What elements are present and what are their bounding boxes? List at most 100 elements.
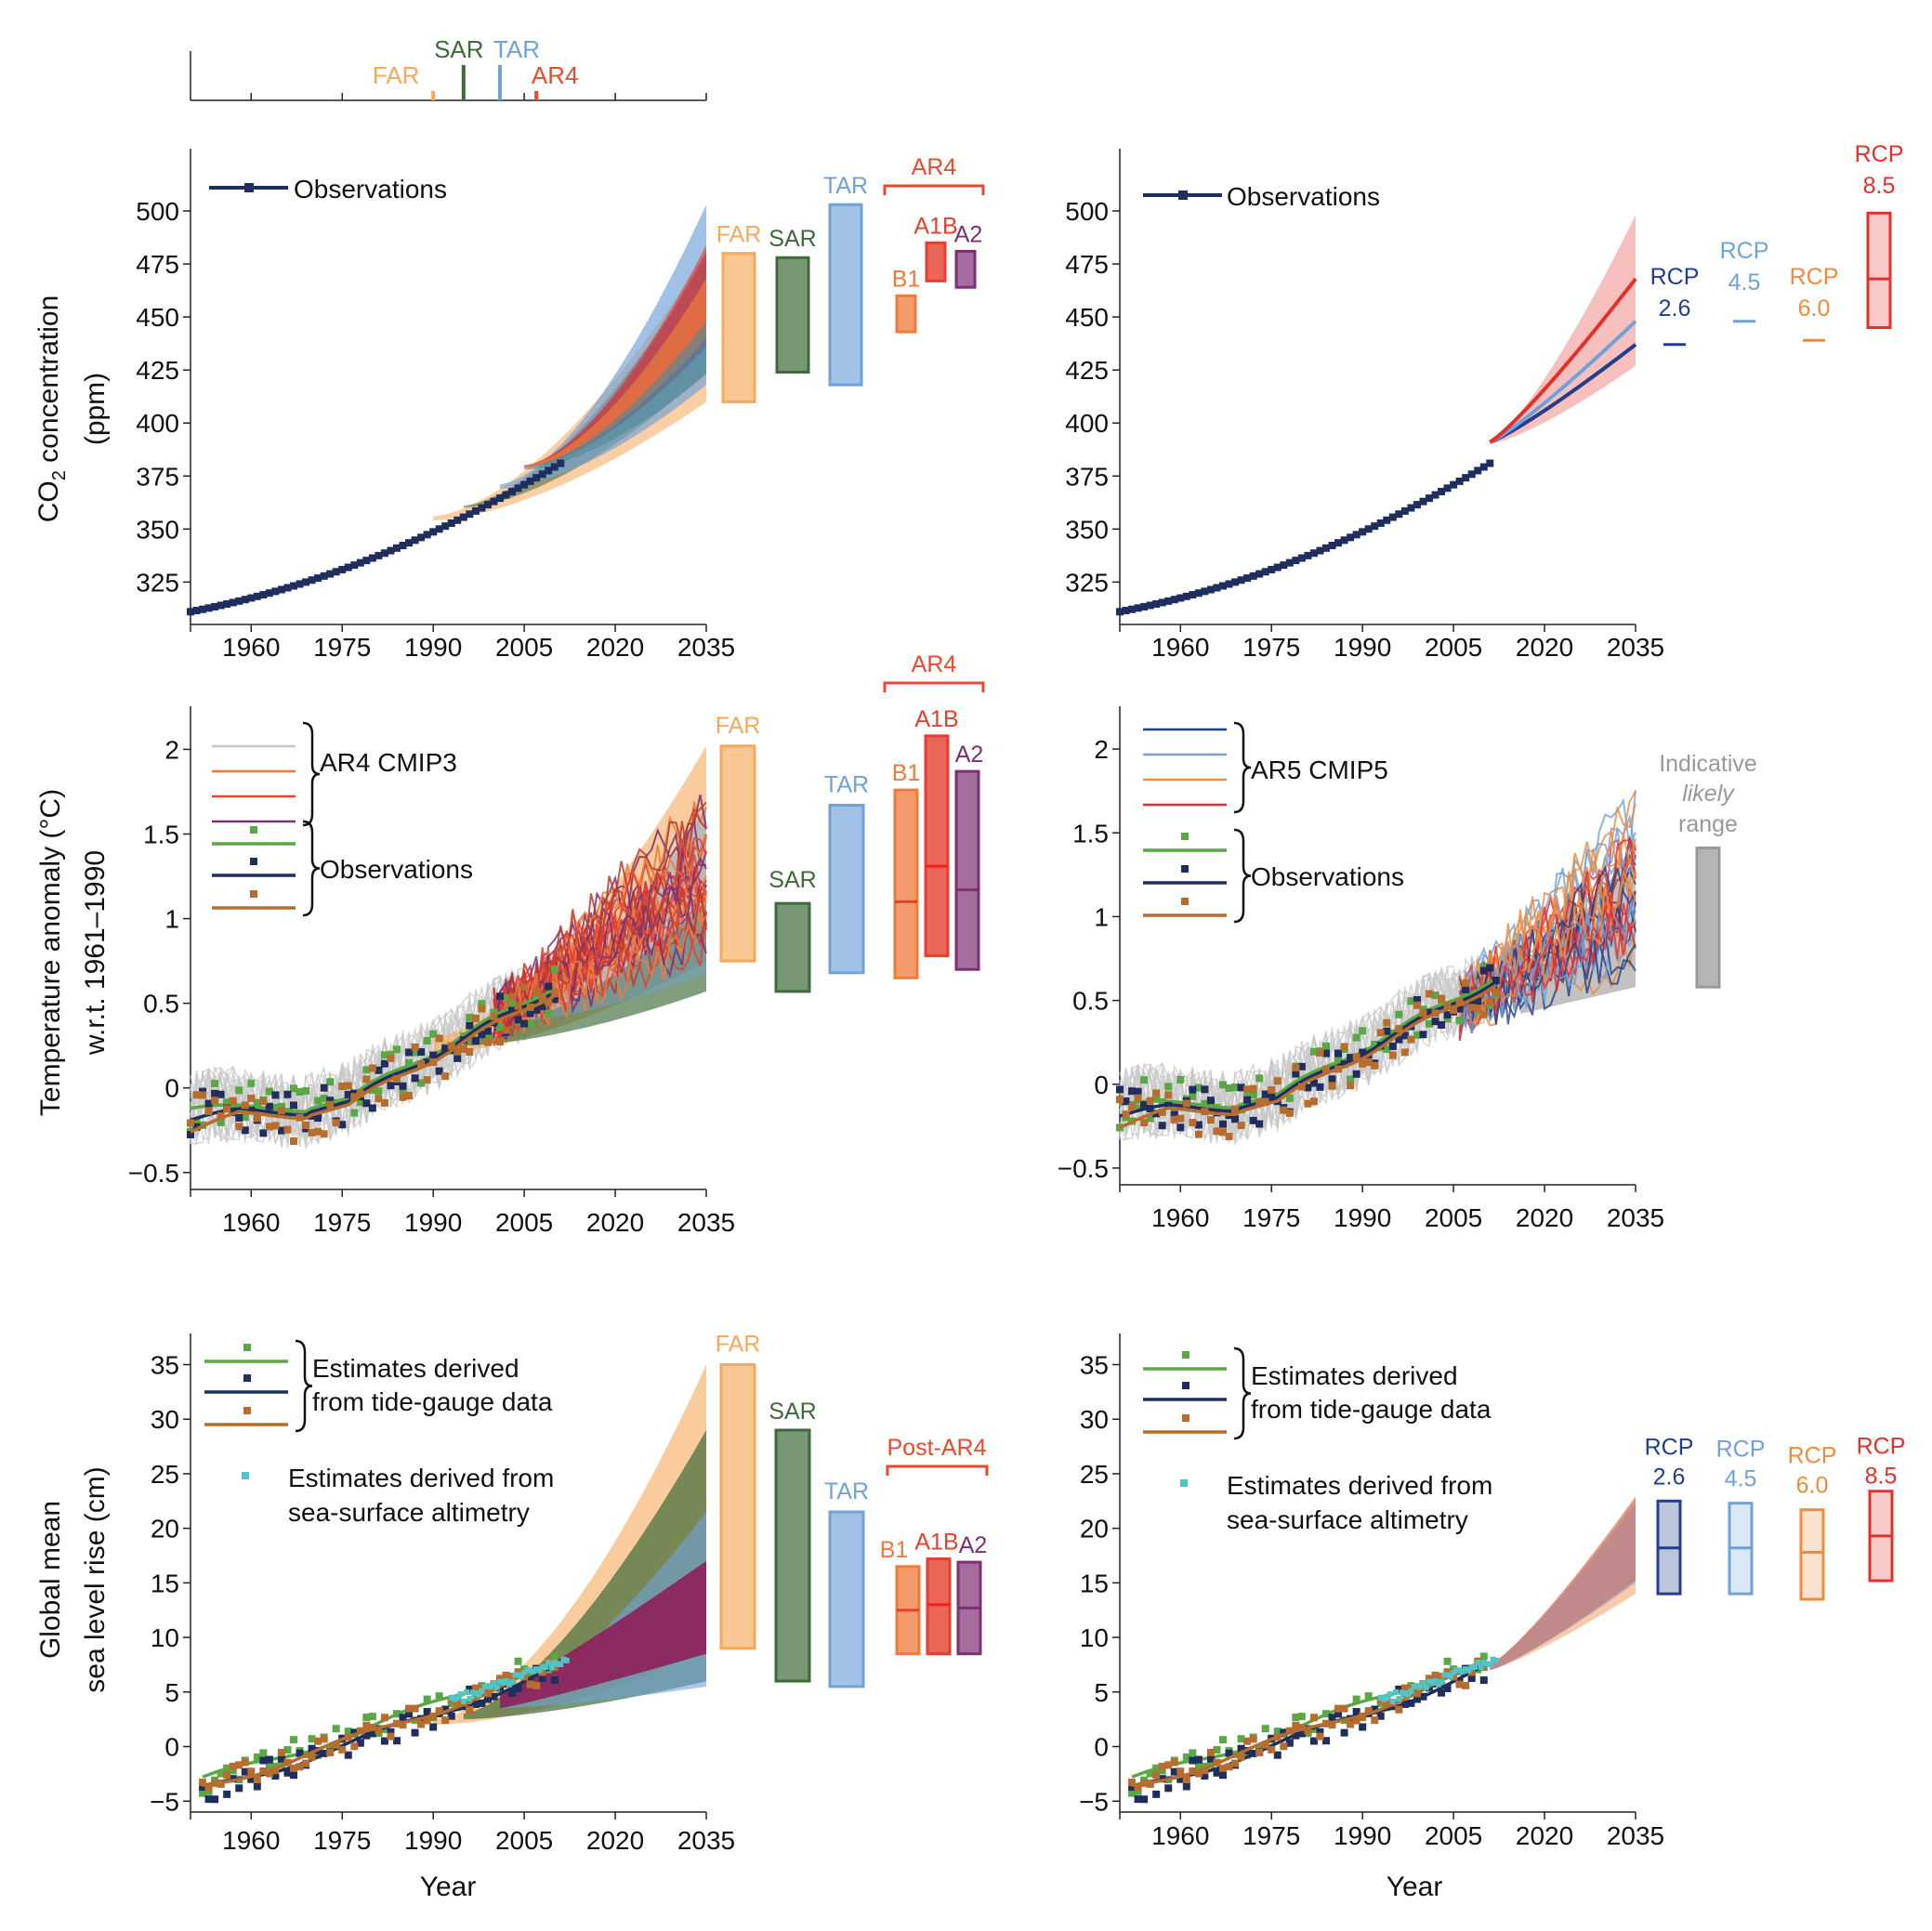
temp-right-obs-point (1352, 1070, 1360, 1078)
sea-right-sea-obs-point (1206, 1754, 1215, 1763)
sea-right-sea-obs-point (1413, 1695, 1421, 1703)
temp-left-obs-point (538, 994, 546, 1003)
sea-right-altimetry-point (1435, 1681, 1441, 1688)
sea-right-legend-alt-point (1180, 1479, 1188, 1487)
temp-left-obs-point (368, 1104, 376, 1112)
temp-likely-bar (1695, 846, 1721, 989)
sea-right-legend-tide-2: from tide-gauge data (1251, 1395, 1492, 1424)
temp-right-obs-point (1194, 1130, 1203, 1138)
temp-left-obs-point (375, 1095, 383, 1103)
sea-right-sea-obs-point (1219, 1736, 1227, 1744)
temp-left-obs-point (217, 1111, 225, 1120)
sea-right-sea-obs-point (1328, 1714, 1336, 1722)
co2-left-obs-point (211, 602, 219, 611)
temp-left-obs-point (235, 1113, 243, 1122)
temp-left-obs-point (320, 1130, 328, 1138)
temp-left-obs-point (387, 1082, 395, 1090)
sea-right-sea-obs-point (1340, 1728, 1348, 1737)
sea-right-sea-obs-point (1292, 1731, 1300, 1740)
co2-far-bar-label: FAR (716, 222, 762, 248)
sea-left-sea-obs-point (344, 1733, 352, 1741)
temp-left-obs-point (411, 1043, 419, 1051)
co2-right-y-tick-label: 325 (1065, 568, 1109, 597)
sea-right-sea-obs-point (1158, 1767, 1166, 1775)
temp-right-obs-point (1261, 1090, 1269, 1098)
co2-ar4-label: AR4 (912, 154, 957, 180)
temp-left-obs-point (532, 995, 541, 1004)
co2-right-obs-point (1170, 596, 1178, 604)
temp-right-obs-point (1152, 1089, 1161, 1097)
sea-left-altimetry-point (551, 1660, 558, 1666)
temp-far-bar-label: FAR (716, 713, 761, 739)
sea-right-altimetry-point (1387, 1691, 1393, 1698)
sea-left-altimetry-point (521, 1669, 528, 1675)
temp-right-obs-point (1388, 1042, 1397, 1050)
co2-left-obs-point (217, 601, 225, 610)
sea-right-sea-obs-point (1243, 1737, 1252, 1745)
sea-left-sea-obs-point (399, 1714, 407, 1722)
temp-left-obs-point (478, 1000, 486, 1008)
temp-right-obs-point (1383, 1044, 1391, 1053)
temp-left-obs-point (393, 1075, 401, 1084)
sea-right-sea-obs-point (1316, 1727, 1324, 1736)
co2-left-obs-point (332, 568, 340, 576)
sea-right-sea-obs-point (1426, 1675, 1433, 1683)
temp-right-x-tick-label: 1990 (1334, 1203, 1391, 1232)
co2-left-obs-point (490, 497, 498, 506)
sea-right-sea-obs-point (1182, 1775, 1190, 1783)
temp-right-obs-point (1316, 1083, 1324, 1091)
sea-right-sea-obs-point (1455, 1680, 1464, 1688)
temp-left-obs-point (290, 1136, 297, 1145)
sea-left-sea-obs-point (362, 1714, 371, 1722)
sea-right-sea-obs-point (1261, 1741, 1269, 1749)
sea-left-sea-obs-point (271, 1772, 280, 1780)
co2-ar4-bracket (883, 184, 985, 195)
sea-rcp-label-top-0: RCP (1645, 1434, 1694, 1460)
temp-right-obs-point (1479, 1010, 1488, 1018)
sea-left-altimetry-point (539, 1664, 545, 1671)
sea-right-sea-obs-point (1450, 1673, 1458, 1681)
sea-right-x-tick-label: 2020 (1516, 1821, 1573, 1850)
timeline-label-sar: SAR (434, 35, 483, 63)
sea-left-sea-obs-point (478, 1683, 486, 1691)
temp-left-obs-point (362, 1099, 371, 1108)
temp-right-obs-point (1285, 1094, 1294, 1102)
sea-left-altimetry-point (527, 1667, 533, 1674)
temp-left-obs-point (192, 1091, 201, 1099)
temp-left-obs-point (417, 1060, 426, 1069)
sea-right-sea-obs-point (1213, 1746, 1221, 1754)
sea-a1b-bar (926, 1557, 952, 1656)
sea-left-sea-obs-point (411, 1728, 419, 1737)
sea-left-x-tick-label: 1960 (222, 1826, 280, 1855)
temp-left-ylabel-2: w.r.t. 1961–1990 (80, 850, 111, 1056)
temp-left-obs-point (550, 990, 559, 998)
temp-right-y-tick-label: 0.5 (1072, 987, 1109, 1016)
temp-right-obs-point (1243, 1085, 1252, 1094)
sea-right-legend-tide-point-1 (1182, 1382, 1189, 1389)
temp-right-obs-point (1158, 1108, 1166, 1116)
temp-right-obs-point (1419, 1031, 1427, 1039)
sea-left-sea-obs-point (259, 1756, 268, 1765)
sea-left-altimetry-point (484, 1683, 491, 1689)
temp-right-obs-point (1146, 1114, 1154, 1123)
temp-left-legend-models-label: AR4 CMIP3 (320, 748, 457, 777)
temp-right-obs-point (1371, 1061, 1379, 1070)
sea-right-altimetry-point (1420, 1680, 1426, 1687)
temp-left-obs-point (223, 1105, 231, 1113)
sea-right-x-tick-label: 2035 (1607, 1821, 1664, 1850)
co2-right-obs-point (1182, 592, 1190, 600)
co2-right-obs-point (1249, 571, 1257, 580)
temp-right-obs-point (1225, 1084, 1233, 1093)
temp-right-obs-point (1176, 1114, 1185, 1123)
sea-right-sea-obs-point (1450, 1665, 1458, 1674)
sea-left-y-tick-label: −5 (150, 1787, 179, 1816)
temp-left-obs-point (320, 1084, 328, 1092)
sea-left-altimetry-point (491, 1680, 497, 1687)
sea-left-legend-tide-point-1 (243, 1374, 251, 1382)
temp-left-obs-point (217, 1090, 225, 1098)
co2-left-obs-point (526, 477, 534, 485)
temp-right-obs-point (1249, 1116, 1257, 1124)
temp-right-obs-point (1134, 1094, 1142, 1102)
sea-right-sea-obs-point (1400, 1684, 1409, 1692)
